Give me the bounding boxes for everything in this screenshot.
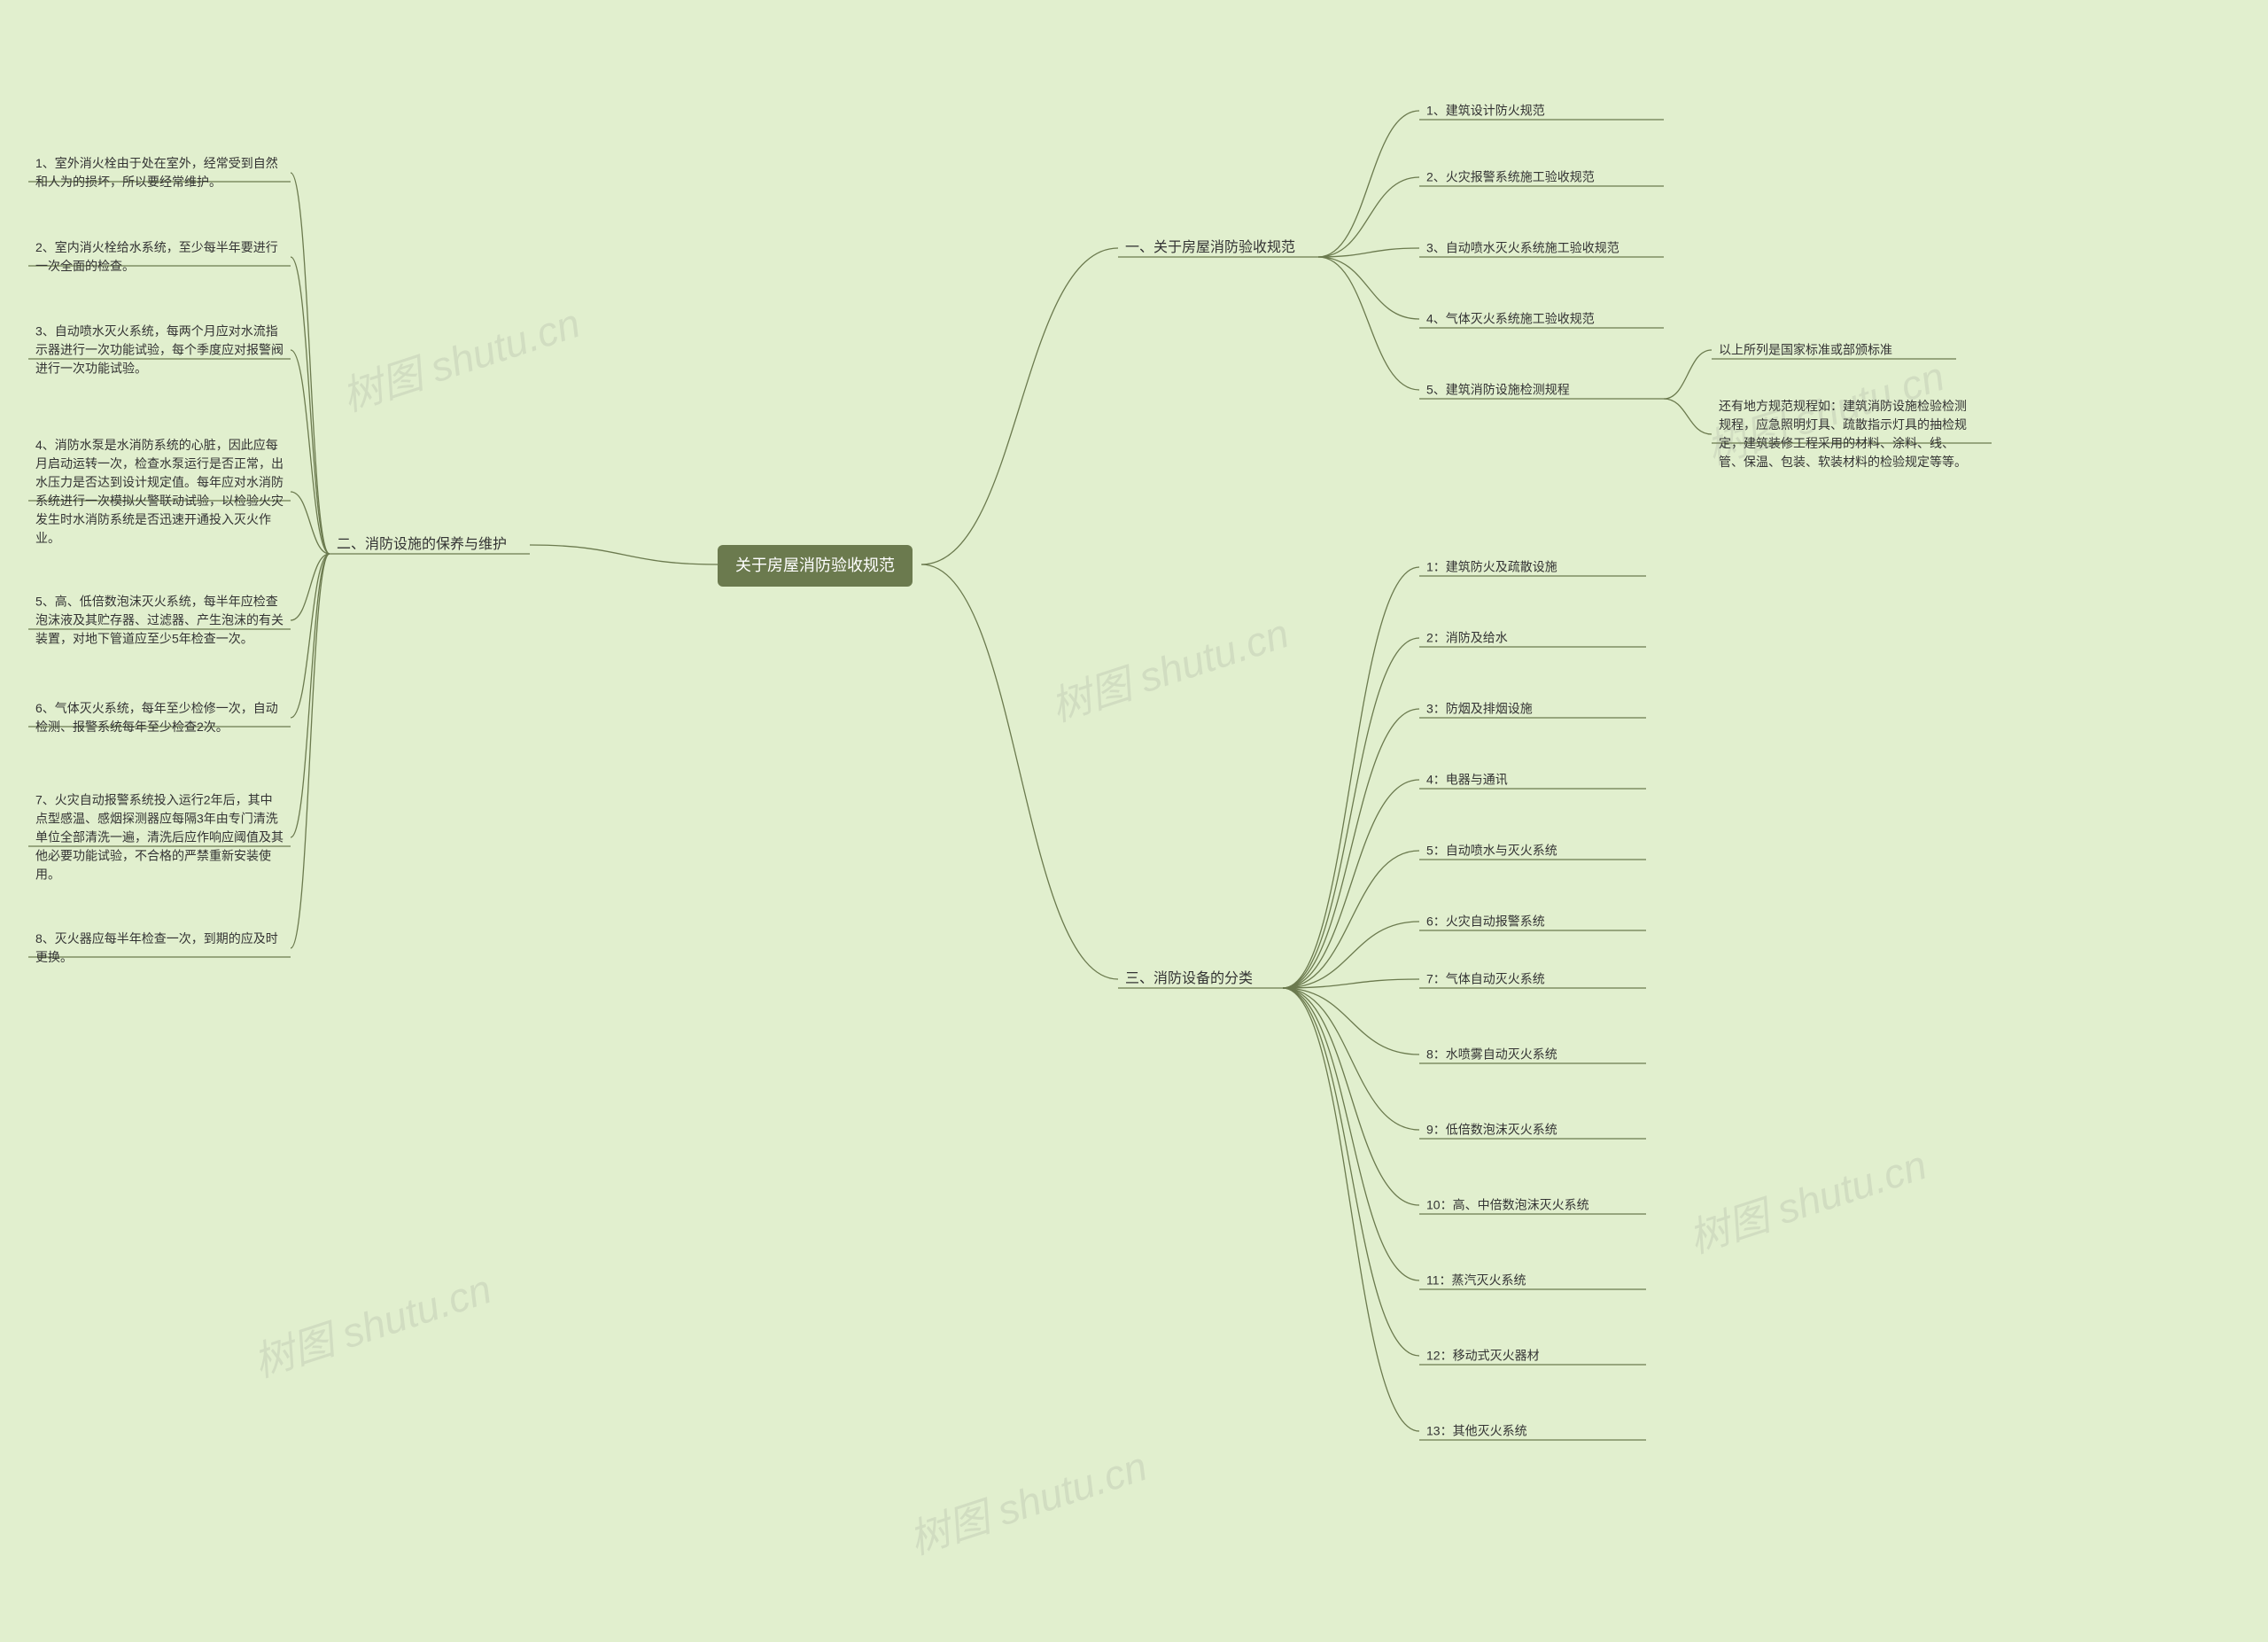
leaf-node: 4、气体灭火系统施工验收规范 [1426, 310, 1657, 329]
root-node: 关于房屋消防验收规范 [718, 545, 913, 587]
branch-node: 三、消防设备的分类 [1125, 969, 1276, 990]
leaf-node: 2、火灾报警系统施工验收规范 [1426, 168, 1657, 187]
leaf-node: 以上所列是国家标准或部颁标准 [1719, 341, 1949, 360]
leaf-node: 4：电器与通讯 [1426, 771, 1639, 790]
branch-node: 一、关于房屋消防验收规范 [1125, 237, 1311, 259]
leaf-node: 7：气体自动灭火系统 [1426, 970, 1639, 989]
leaf-node: 5：自动喷水与灭火系统 [1426, 842, 1639, 860]
leaf-node: 8、灭火器应每半年检查一次，到期的应及时更换。 [35, 930, 284, 967]
leaf-node: 3、自动喷水灭火系统，每两个月应对水流指示器进行一次功能试验，每个季度应对报警阀… [35, 323, 284, 378]
leaf-node: 1、建筑设计防火规范 [1426, 102, 1657, 121]
leaf-node: 2、室内消火栓给水系统，至少每半年要进行一次全面的检查。 [35, 238, 284, 276]
leaf-node: 还有地方规范规程如：建筑消防设施检验检测规程，应急照明灯具、疏散指示灯具的抽检规… [1719, 397, 1967, 471]
leaf-node: 1：建筑防火及疏散设施 [1426, 558, 1639, 577]
leaf-node: 1、室外消火栓由于处在室外，经常受到自然和人为的损坏，所以要经常维护。 [35, 154, 284, 191]
leaf-node: 8：水喷雾自动灭火系统 [1426, 1046, 1639, 1064]
leaf-node: 6、气体灭火系统，每年至少检修一次，自动检测、报警系统每年至少检查2次。 [35, 699, 284, 736]
leaf-node: 9：低倍数泡沫灭火系统 [1426, 1121, 1639, 1140]
leaf-node: 7、火灾自动报警系统投入运行2年后，其中点型感温、感烟探测器应每隔3年由专门清洗… [35, 791, 284, 884]
leaf-node: 11：蒸汽灭火系统 [1426, 1272, 1639, 1290]
leaf-node: 12：移动式灭火器材 [1426, 1347, 1639, 1366]
leaf-node: 3：防烟及排烟设施 [1426, 700, 1639, 719]
leaf-node: 3、自动喷水灭火系统施工验收规范 [1426, 239, 1657, 258]
leaf-node: 5、高、低倍数泡沫灭火系统，每半年应检查泡沫液及其贮存器、过滤器、产生泡沫的有关… [35, 593, 284, 649]
leaf-node: 2：消防及给水 [1426, 629, 1639, 648]
leaf-node: 10：高、中倍数泡沫灭火系统 [1426, 1196, 1639, 1215]
leaf-node: 4、消防水泵是水消防系统的心脏，因此应每月启动运转一次，检查水泵运行是否正常，出… [35, 436, 284, 548]
leaf-node: 6：火灾自动报警系统 [1426, 913, 1639, 931]
branch-node: 二、消防设施的保养与维护 [337, 534, 523, 556]
leaf-node: 5、建筑消防设施检测规程 [1426, 381, 1657, 400]
leaf-node: 13：其他灭火系统 [1426, 1422, 1639, 1441]
